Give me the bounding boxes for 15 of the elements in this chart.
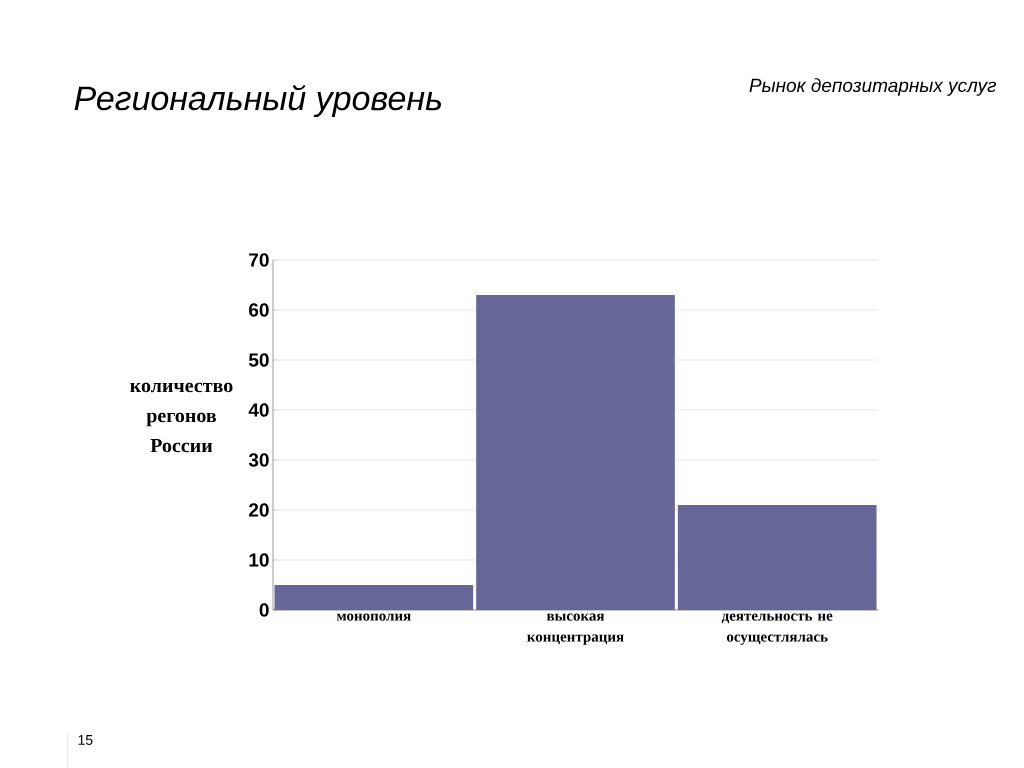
y-tick-label: 0 <box>259 603 269 617</box>
x-tick-label: высокая концентрация <box>527 613 624 645</box>
text: 15 <box>78 735 93 745</box>
chart-title: Региональный уровень <box>74 84 441 118</box>
y-axis-title: количество регонов России <box>130 382 233 453</box>
y-tick-label: 40 <box>248 403 269 417</box>
y-tick-label: 10 <box>249 553 269 567</box>
y-tick-label: 70 <box>249 253 269 267</box>
y-tick-label: 60 <box>249 303 269 317</box>
y-tick-label: 20 <box>248 503 269 517</box>
x-tick-label: деятельность не осущестлялась <box>721 613 833 645</box>
x-tick-label: монополия <box>336 613 411 621</box>
y-tick-label: 30 <box>248 453 269 467</box>
chart-subtitle: Рынок депозитарных услуг <box>749 78 997 96</box>
y-tick-label: 50 <box>248 353 269 367</box>
